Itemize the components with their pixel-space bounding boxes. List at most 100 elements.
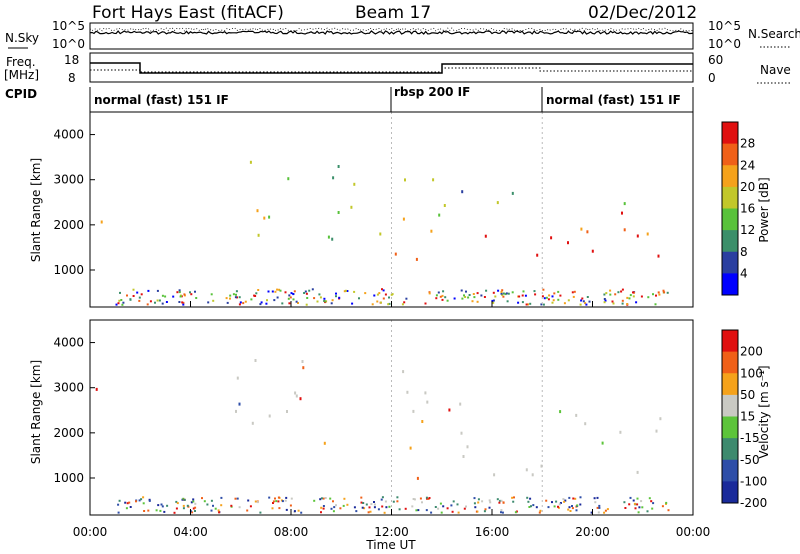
ground-scatter-point [160, 503, 163, 506]
nave-tick-top: 60 [708, 53, 723, 67]
beam-label: Beam 17 [355, 3, 431, 23]
colorbar-swatch [722, 394, 738, 417]
ground-scatter-point [396, 500, 399, 503]
ground-scatter-point [339, 507, 342, 510]
ground-scatter-point [584, 302, 587, 305]
ground-scatter-point [500, 290, 503, 293]
nsky-line [89, 30, 694, 35]
ground-scatter-point [597, 511, 600, 514]
ground-scatter-point [539, 509, 542, 512]
ground-scatter-point [295, 300, 298, 303]
ground-scatter-point [476, 292, 479, 295]
ground-scatter-point [255, 292, 258, 295]
ground-scatter-point [234, 497, 237, 500]
ground-scatter-point [481, 500, 484, 503]
colorbar-tick-label: 8 [740, 245, 748, 259]
ground-scatter-point [149, 300, 152, 303]
ground-scatter-point [320, 506, 323, 509]
ground-scatter-point [289, 296, 292, 299]
ground-scatter-point [551, 301, 554, 304]
ground-scatter-point [590, 511, 593, 514]
ground-scatter-point [527, 500, 530, 503]
ground-scatter-point [140, 293, 143, 296]
ground-scatter-point [471, 300, 474, 303]
ground-scatter-point [360, 496, 363, 499]
ground-scatter-point [329, 497, 332, 500]
ground-scatter-point [640, 500, 643, 503]
scatter-point [601, 441, 604, 445]
ground-scatter-point [460, 289, 463, 292]
ground-scatter-point [250, 298, 253, 301]
scatter-point [379, 232, 382, 236]
ground-scatter-point [304, 290, 307, 293]
colorbar-swatch [722, 330, 738, 353]
ground-scatter-point [655, 294, 657, 297]
ground-scatter-point [122, 301, 125, 304]
x-tick-label: 20:00 [575, 525, 610, 539]
ground-scatter-point [324, 497, 327, 499]
ground-scatter-point [172, 295, 175, 298]
ground-scatter-point [285, 496, 288, 499]
ground-scatter-point [257, 289, 260, 291]
ground-scatter-point [117, 511, 120, 514]
ground-scatter-point [274, 497, 276, 500]
ground-scatter-point [318, 293, 321, 296]
scatter-point [301, 360, 304, 363]
ground-scatter-point [319, 498, 322, 501]
ground-scatter-point [324, 300, 327, 303]
scatter-point [484, 234, 487, 238]
nsearch-tick-top: 10^5 [708, 19, 741, 33]
ground-scatter-point [545, 499, 548, 502]
cpid-mode-2: rbsp 200 IF [394, 85, 470, 99]
ground-scatter-point [638, 506, 641, 509]
y-tick-label: 4000 [53, 336, 84, 350]
ground-scatter-point [126, 294, 128, 297]
ground-scatter-point [292, 298, 295, 301]
ground-scatter-point [604, 299, 607, 302]
ground-scatter-point [360, 501, 363, 504]
ground-scatter-point [230, 504, 233, 507]
scatter-point [619, 430, 622, 434]
ground-scatter-point [489, 501, 492, 504]
ground-scatter-point [637, 511, 640, 514]
ground-scatter-point [369, 510, 372, 513]
ground-scatter-point [367, 511, 370, 514]
scatter-point [550, 236, 553, 240]
scatter-point [95, 387, 98, 391]
ground-scatter-point [182, 303, 185, 306]
ground-scatter-point [381, 496, 384, 499]
nsky-tick-bottom: 10^0 [52, 37, 85, 51]
ground-scatter-point [297, 509, 300, 512]
colorbar-tick-label: -50 [740, 453, 760, 467]
ground-scatter-point [468, 294, 471, 296]
ground-scatter-point [207, 301, 210, 304]
colorbar-swatch [722, 416, 738, 439]
scatter-point [402, 370, 405, 374]
scatter-point [567, 241, 569, 245]
ground-scatter-point [275, 500, 278, 503]
ground-scatter-point [316, 300, 319, 303]
ground-scatter-point [626, 303, 629, 305]
colorbar-tick-label: 12 [740, 223, 755, 237]
ground-scatter-point [603, 293, 606, 296]
ground-scatter-point [440, 511, 443, 514]
ground-scatter-point [388, 302, 391, 305]
ground-scatter-point [115, 303, 118, 306]
ground-scatter-point [606, 508, 609, 511]
ground-scatter-point [323, 300, 326, 302]
ground-scatter-point [598, 504, 601, 507]
ground-scatter-point [480, 294, 483, 297]
ground-scatter-point [646, 510, 649, 513]
ground-scatter-point [666, 291, 669, 294]
scatter-point [655, 429, 658, 433]
ground-scatter-point [543, 297, 546, 300]
ground-scatter-point [288, 294, 291, 297]
ground-scatter-point [571, 291, 574, 294]
ground-scatter-point [129, 506, 132, 508]
ground-scatter-point [178, 301, 181, 303]
ground-scatter-point [540, 303, 543, 306]
ground-scatter-point [594, 501, 597, 504]
nsky-panel: N.Sky 10^5 10^0 10^5 10^0 N.Search [5, 19, 800, 51]
ground-scatter-point [182, 301, 185, 304]
ground-scatter-point [496, 498, 499, 501]
